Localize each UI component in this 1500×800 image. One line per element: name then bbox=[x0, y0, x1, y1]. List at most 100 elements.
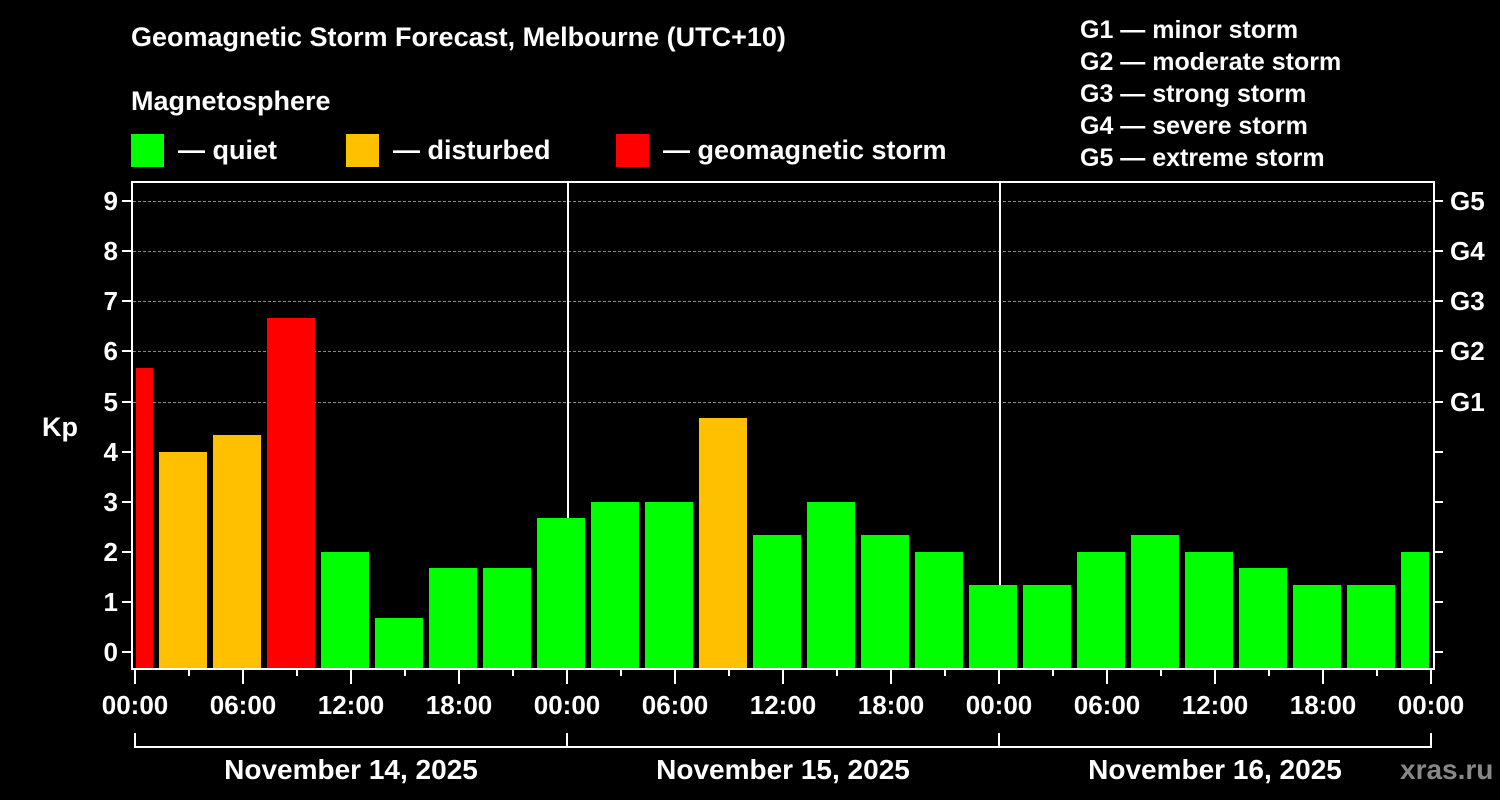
x-tick bbox=[134, 668, 136, 684]
g5-legend: G5 — extreme storm bbox=[1080, 144, 1325, 172]
kp-bar bbox=[1239, 568, 1287, 668]
g3-legend: G3 — strong storm bbox=[1080, 80, 1307, 108]
g4-legend: G4 — severe storm bbox=[1080, 112, 1308, 140]
g1-legend: G1 — minor storm bbox=[1080, 16, 1299, 44]
disturbed-swatch bbox=[346, 134, 379, 167]
x-tick-label: 00:00 bbox=[965, 690, 1033, 720]
y-tick bbox=[122, 601, 132, 603]
kp-bar bbox=[1077, 552, 1125, 668]
kp-bar bbox=[321, 552, 369, 668]
kp-bar bbox=[753, 535, 801, 668]
kp-bar bbox=[1131, 535, 1179, 668]
x-tick-label: 18:00 bbox=[1289, 690, 1357, 720]
x-tick bbox=[674, 668, 676, 684]
legend-quiet-label: — quiet bbox=[178, 135, 277, 165]
legend-disturbed: — disturbed bbox=[346, 134, 551, 167]
g-scale-label: G2 bbox=[1450, 336, 1485, 366]
kp-bar bbox=[159, 452, 207, 668]
x-tick bbox=[836, 668, 838, 676]
y-tick bbox=[122, 401, 132, 403]
kp-bar bbox=[969, 585, 1017, 668]
x-tick bbox=[404, 668, 406, 676]
legend-storm: — geomagnetic storm bbox=[616, 134, 947, 167]
y-tick-label: 9 bbox=[103, 186, 118, 216]
x-tick-label: 06:00 bbox=[641, 690, 709, 720]
kp-bar bbox=[429, 568, 477, 668]
x-tick bbox=[188, 668, 190, 676]
legend-storm-label: — geomagnetic storm bbox=[663, 135, 947, 165]
y2-tick bbox=[1433, 551, 1443, 553]
kp-bar bbox=[861, 535, 909, 668]
y-tick bbox=[122, 200, 132, 202]
x-tick-label: 12:00 bbox=[749, 690, 817, 720]
x-tick bbox=[350, 668, 352, 684]
x-tick bbox=[458, 668, 460, 684]
y-tick bbox=[122, 451, 132, 453]
legend-disturbed-label: — disturbed bbox=[393, 135, 551, 165]
x-tick bbox=[1214, 668, 1216, 684]
x-tick-label: 06:00 bbox=[209, 690, 277, 720]
y-tick-label: 8 bbox=[103, 236, 118, 266]
y2-tick bbox=[1433, 300, 1443, 302]
g-scale-label: G1 bbox=[1450, 387, 1485, 417]
y-axis-label: Kp bbox=[42, 412, 78, 442]
g2-legend: G2 — moderate storm bbox=[1080, 48, 1342, 76]
x-tick-label: 00:00 bbox=[1397, 690, 1465, 720]
kp-bar bbox=[591, 502, 639, 668]
y-tick-label: 4 bbox=[103, 437, 118, 467]
g-scale-label: G3 bbox=[1450, 286, 1485, 316]
y-tick-label: 6 bbox=[103, 336, 118, 366]
y-tick bbox=[122, 250, 132, 252]
kp-bar bbox=[1293, 585, 1341, 668]
x-tick-label: 12:00 bbox=[1181, 690, 1249, 720]
day-separator bbox=[567, 181, 569, 668]
date-bracket-tick bbox=[998, 733, 1000, 747]
kp-bar bbox=[213, 435, 261, 668]
kp-bar bbox=[136, 368, 153, 668]
y-tick bbox=[122, 300, 132, 302]
x-tick bbox=[242, 668, 244, 684]
x-tick bbox=[1268, 668, 1270, 676]
y-tick-label: 7 bbox=[103, 286, 118, 316]
x-tick bbox=[620, 668, 622, 676]
gridline bbox=[133, 351, 1431, 352]
date-bracket-tick bbox=[1430, 733, 1432, 747]
kp-bar bbox=[1185, 552, 1233, 668]
date-bracket-tick bbox=[566, 733, 568, 747]
y2-tick bbox=[1433, 200, 1443, 202]
x-tick-label: 06:00 bbox=[1073, 690, 1141, 720]
kp-bar bbox=[645, 502, 693, 668]
y2-tick bbox=[1433, 451, 1443, 453]
date-label: November 15, 2025 bbox=[656, 754, 910, 785]
x-tick bbox=[1052, 668, 1054, 676]
x-tick bbox=[944, 668, 946, 676]
kp-bar bbox=[1347, 585, 1395, 668]
kp-bar bbox=[375, 618, 423, 668]
day-separator bbox=[999, 181, 1001, 668]
date-label: November 16, 2025 bbox=[1088, 754, 1342, 785]
kp-bar bbox=[807, 502, 855, 668]
kp-bar bbox=[537, 518, 585, 668]
x-tick bbox=[512, 668, 514, 676]
x-tick bbox=[782, 668, 784, 684]
y2-tick bbox=[1433, 250, 1443, 252]
gridline bbox=[133, 402, 1431, 403]
g-scale-legend: G1 — minor storm G2 — moderate storm G3 … bbox=[1080, 14, 1341, 174]
g-scale-label: G4 bbox=[1450, 236, 1485, 266]
storm-swatch bbox=[616, 134, 649, 167]
y-tick bbox=[122, 501, 132, 503]
x-tick-label: 00:00 bbox=[101, 690, 169, 720]
x-tick bbox=[1160, 668, 1162, 676]
kp-bar bbox=[699, 418, 747, 668]
x-tick bbox=[890, 668, 892, 684]
x-tick bbox=[728, 668, 730, 676]
watermark: xras.ru bbox=[1400, 754, 1494, 785]
legend-heading: Magnetosphere bbox=[131, 86, 331, 116]
y-tick-label: 2 bbox=[103, 537, 118, 567]
x-tick bbox=[1376, 668, 1378, 676]
gridline bbox=[133, 251, 1431, 252]
date-label: November 14, 2025 bbox=[224, 754, 478, 785]
x-tick bbox=[566, 668, 568, 684]
kp-bar bbox=[915, 552, 963, 668]
y2-tick bbox=[1433, 401, 1443, 403]
